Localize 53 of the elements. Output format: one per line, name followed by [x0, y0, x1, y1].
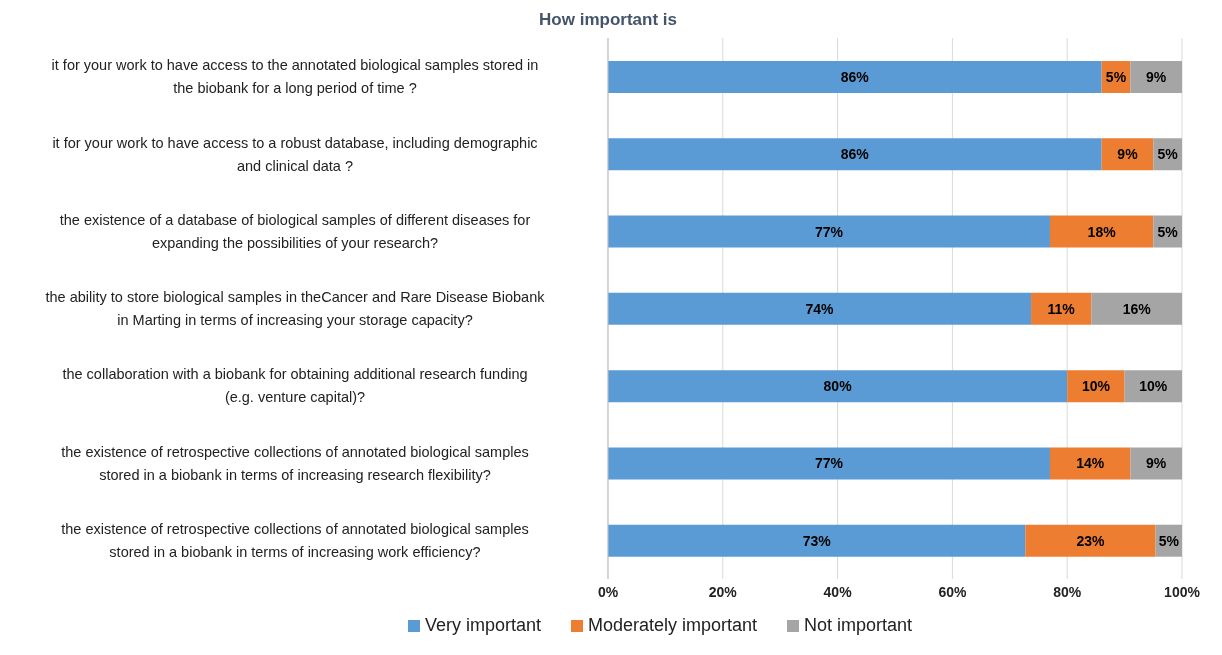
- y-tick-label: the collaboration with a biobank for obtaining additional research funding (e.g. venture capital)?: [62, 366, 528, 406]
- data-label: 10%: [1081, 378, 1111, 395]
- data-label: 80%: [823, 378, 853, 395]
- data-label: 74%: [805, 300, 835, 317]
- x-tick-label: 80%: [1053, 583, 1082, 600]
- data-label: 14%: [1076, 455, 1105, 472]
- y-tick-label: it for your work to have access to a robust database, including demographic and clinical data ?: [52, 134, 538, 174]
- data-label: 9%: [1146, 455, 1167, 472]
- data-label: 16%: [1122, 300, 1152, 317]
- bar: [1025, 524, 1156, 557]
- data-label: 23%: [1076, 532, 1105, 549]
- bar: [1031, 292, 1092, 325]
- bar: [608, 61, 1102, 93]
- legend-label: Very important: [423, 615, 541, 636]
- x-tick-label: 100%: [1164, 583, 1201, 600]
- chart-title: How important is: [538, 9, 678, 31]
- bar: [1049, 215, 1154, 248]
- x-tick-label: 0%: [597, 583, 619, 600]
- data-label: 9%: [1117, 146, 1139, 163]
- data-label: 11%: [1047, 300, 1076, 317]
- y-tick-label: the existence of retrospective collections of annotated biological samples stored in a biobank in terms of increasing research flexibility?: [61, 443, 529, 483]
- bar: [608, 138, 1102, 171]
- bar: [608, 524, 1026, 557]
- bar: [608, 370, 1068, 403]
- data-label: 5%: [1157, 223, 1179, 240]
- data-label: 77%: [814, 455, 844, 472]
- bar: [1130, 61, 1182, 93]
- data-label: 5%: [1157, 146, 1179, 163]
- legend-label: Not important: [803, 615, 913, 636]
- data-label: 5%: [1158, 532, 1180, 549]
- data-label: 86%: [840, 146, 870, 163]
- bar: [608, 292, 1032, 325]
- y-tick-label: the existence of a database of biological samples of different diseases for expanding the possibilities of your research?: [59, 211, 531, 251]
- bar: [608, 447, 1050, 480]
- x-tick-label: 60%: [938, 583, 967, 600]
- data-label: 77%: [814, 223, 844, 240]
- data-label: 9%: [1146, 68, 1167, 85]
- y-tick-label: the ability to store biological samples in theCancer and Rare Disease Biobank in Marting in terms of increasing your storage capacity?: [45, 289, 546, 329]
- data-label: 5%: [1105, 68, 1127, 85]
- bar: [608, 215, 1050, 248]
- bar: [1091, 292, 1182, 325]
- bar: [1067, 370, 1125, 403]
- data-label: 73%: [802, 532, 832, 549]
- x-tick-label: 20%: [708, 583, 738, 600]
- data-label: 18%: [1087, 223, 1117, 240]
- x-tick-label: 40%: [823, 583, 853, 600]
- legend-label: Moderately important: [586, 615, 758, 636]
- data-label: 10%: [1139, 378, 1168, 395]
- data-label: 86%: [840, 68, 870, 85]
- y-tick-label: the existence of retrospective collections of annotated biological samples stored in a biobank in terms of increasing work efficiency?: [61, 520, 529, 560]
- y-tick-label: it for your work to have access to the annotated biological samples stored in the biobank for a long period of time ?: [51, 57, 539, 97]
- bar: [1049, 447, 1131, 480]
- bar: [1130, 447, 1182, 480]
